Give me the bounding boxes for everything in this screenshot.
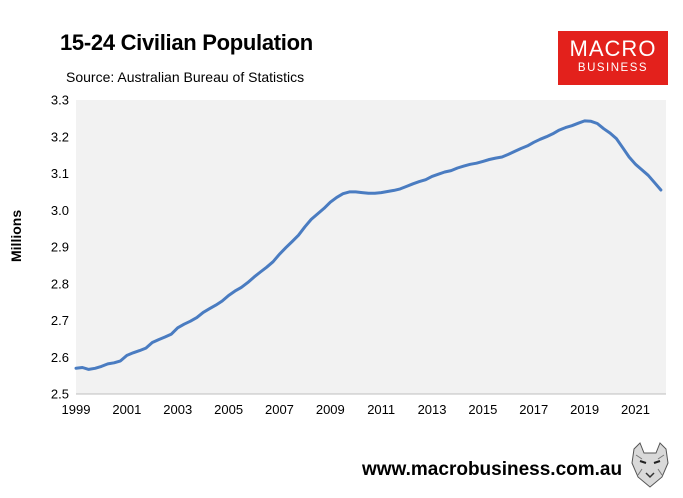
population-series-line xyxy=(74,119,663,371)
x-tick-label: 2019 xyxy=(570,402,599,417)
x-tick-label: 2011 xyxy=(367,402,395,417)
macrobusiness-logo: MACRO BUSINESS xyxy=(558,31,668,85)
chart-title: 15-24 Civilian Population xyxy=(60,30,313,55)
x-tick-label: 2017 xyxy=(519,402,548,417)
source-note: Source: Australian Bureau of Statistics xyxy=(66,69,305,85)
y-tick-label: 2.7 xyxy=(51,313,69,328)
y-tick-label: 2.8 xyxy=(51,276,69,291)
x-tick-label: 2021 xyxy=(621,402,650,417)
y-tick-label: 2.6 xyxy=(51,350,69,365)
footer-url[interactable]: www.macrobusiness.com.au xyxy=(362,459,623,480)
x-tick-labels: 1999 2001 2003 2005 2007 2009 2011 2013 2015 2017… xyxy=(62,402,650,417)
y-tick-label: 3.3 xyxy=(51,93,69,108)
y-tick-labels: 2.5 2.6 2.7 2.8 2.9 3.0 3.1 3.2 3.3 xyxy=(51,93,69,402)
y-tick-label: 2.5 xyxy=(51,387,69,402)
plot-area xyxy=(76,100,666,394)
x-tick-label: 2015 xyxy=(468,402,497,417)
y-tick-label: 3.1 xyxy=(51,166,69,181)
x-tick-label: 1999 xyxy=(62,402,91,417)
x-tick-label: 2005 xyxy=(214,402,243,417)
x-tick-label: 2007 xyxy=(265,402,294,417)
wolf-mascot-icon xyxy=(628,441,672,491)
logo-line-2: BUSINESS xyxy=(577,62,649,74)
logo-line-1: MACRO xyxy=(569,36,657,61)
x-tick-label: 2009 xyxy=(316,402,345,417)
y-tick-label: 3.2 xyxy=(51,129,69,144)
x-tick-label: 2013 xyxy=(418,402,447,417)
x-tick-label: 2003 xyxy=(163,402,192,417)
y-tick-label: 2.9 xyxy=(51,240,69,255)
x-tick-label: 2001 xyxy=(112,402,141,417)
y-tick-label: 3.0 xyxy=(51,203,69,218)
